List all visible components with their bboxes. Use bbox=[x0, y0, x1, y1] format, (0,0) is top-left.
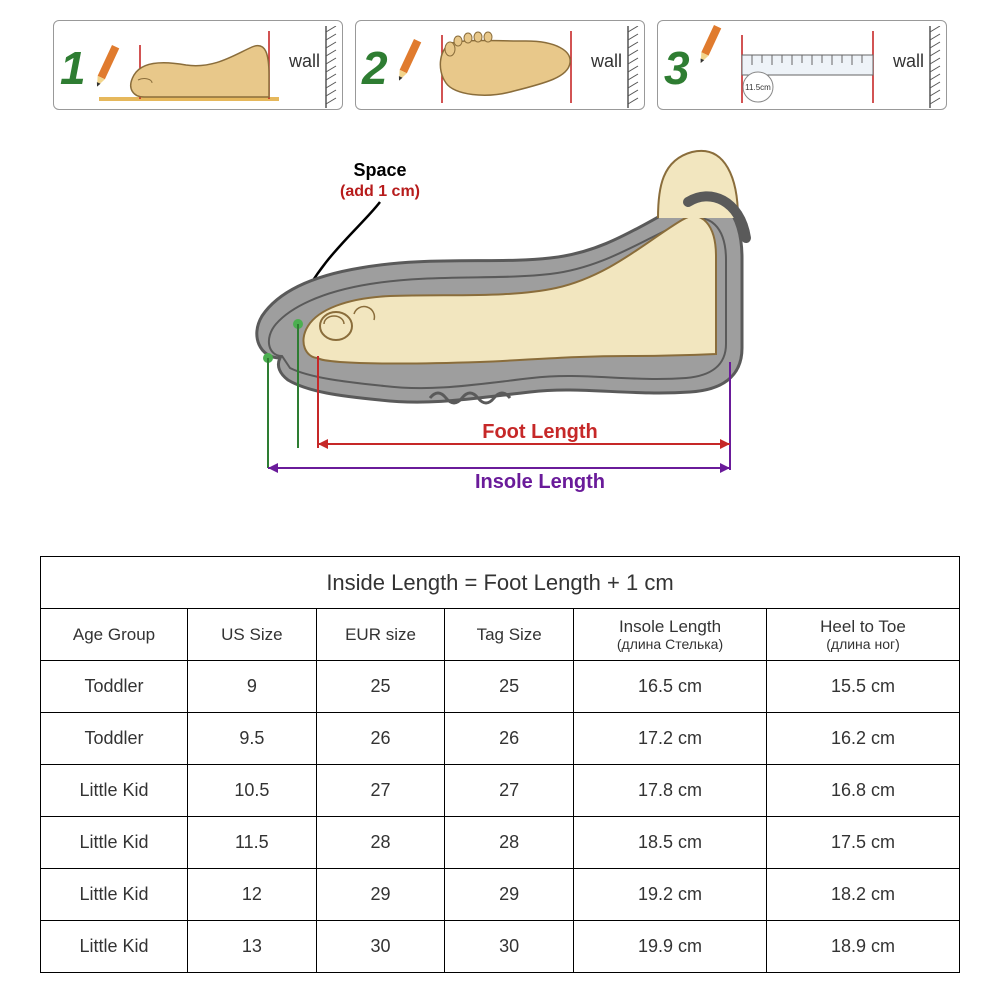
table-cell: 11.5 bbox=[188, 817, 317, 869]
step-2-wall-label: wall bbox=[591, 51, 622, 72]
table-cell: 18.2 cm bbox=[766, 869, 959, 921]
step-3-illustration: 11.5cm bbox=[698, 25, 888, 107]
table-header-cell: US Size bbox=[188, 609, 317, 661]
table-cell: 30 bbox=[316, 921, 445, 973]
step-3-number: 3 bbox=[664, 41, 690, 95]
table-cell: Toddler bbox=[41, 713, 188, 765]
table-cell: 28 bbox=[316, 817, 445, 869]
table-row: Little Kid11.5282818.5 cm17.5 cm bbox=[41, 817, 960, 869]
table-cell: 16.2 cm bbox=[766, 713, 959, 765]
step-2-illustration bbox=[396, 25, 586, 107]
table-cell: Toddler bbox=[41, 661, 188, 713]
table-cell: Little Kid bbox=[41, 817, 188, 869]
table-cell: 30 bbox=[445, 921, 574, 973]
svg-text:11.5cm: 11.5cm bbox=[745, 83, 771, 92]
table-cell: 29 bbox=[316, 869, 445, 921]
table-cell: 16.5 cm bbox=[574, 661, 767, 713]
wall-hatch-icon bbox=[324, 26, 338, 108]
table-title-row: Inside Length = Foot Length + 1 cm bbox=[41, 557, 960, 609]
svg-text:(add 1 cm): (add 1 cm) bbox=[340, 183, 420, 200]
step-1-number: 1 bbox=[60, 41, 86, 95]
table-cell: 9 bbox=[188, 661, 317, 713]
table-title: Inside Length = Foot Length + 1 cm bbox=[41, 557, 960, 609]
table-cell: 13 bbox=[188, 921, 317, 973]
step-3-wall-label: wall bbox=[893, 51, 924, 72]
table-cell: 12 bbox=[188, 869, 317, 921]
svg-text:Foot Length: Foot Length bbox=[482, 421, 598, 443]
table-header-cell: EUR size bbox=[316, 609, 445, 661]
wall-hatch-icon bbox=[928, 26, 942, 108]
table-cell: 29 bbox=[445, 869, 574, 921]
shoe-diagram-svg: Space (add 1 cm) bbox=[190, 148, 810, 518]
step-1-illustration bbox=[94, 25, 284, 107]
table-cell: 19.9 cm bbox=[574, 921, 767, 973]
table-cell: 19.2 cm bbox=[574, 869, 767, 921]
table-header-row: Age GroupUS SizeEUR sizeTag SizeInsole L… bbox=[41, 609, 960, 661]
table-row: Little Kid13303019.9 cm18.9 cm bbox=[41, 921, 960, 973]
table-cell: 25 bbox=[316, 661, 445, 713]
table-header-cell: Tag Size bbox=[445, 609, 574, 661]
table-cell: 27 bbox=[445, 765, 574, 817]
table-cell: 26 bbox=[445, 713, 574, 765]
table-cell: 18.5 cm bbox=[574, 817, 767, 869]
table-cell: 17.2 cm bbox=[574, 713, 767, 765]
table-cell: Little Kid bbox=[41, 921, 188, 973]
table-cell: 10.5 bbox=[188, 765, 317, 817]
table-cell: 27 bbox=[316, 765, 445, 817]
table-cell: 17.8 cm bbox=[574, 765, 767, 817]
table-row: Little Kid10.5272717.8 cm16.8 cm bbox=[41, 765, 960, 817]
measurement-steps-row: 1 wall bbox=[30, 20, 970, 110]
table-header-cell: Age Group bbox=[41, 609, 188, 661]
step-1: 1 wall bbox=[53, 20, 343, 110]
wall-hatch-icon bbox=[626, 26, 640, 108]
table-cell: 16.8 cm bbox=[766, 765, 959, 817]
table-cell: 17.5 cm bbox=[766, 817, 959, 869]
step-2-number: 2 bbox=[362, 41, 388, 95]
table-cell: 18.9 cm bbox=[766, 921, 959, 973]
table-cell: Little Kid bbox=[41, 869, 188, 921]
svg-text:Space: Space bbox=[353, 160, 406, 180]
table-cell: Little Kid bbox=[41, 765, 188, 817]
step-2: 2 wall bbox=[355, 20, 645, 110]
table-header-cell: Heel to Toe(длина ног) bbox=[766, 609, 959, 661]
shoe-diagram: Space (add 1 cm) bbox=[30, 138, 970, 528]
table-cell: 26 bbox=[316, 713, 445, 765]
table-header-cell: Insole Length(длина Стелька) bbox=[574, 609, 767, 661]
table-row: Toddler9252516.5 cm15.5 cm bbox=[41, 661, 960, 713]
step-3: 3 11.5cm wall bbox=[657, 20, 947, 110]
table-row: Toddler9.5262617.2 cm16.2 cm bbox=[41, 713, 960, 765]
svg-text:Insole Length: Insole Length bbox=[475, 471, 605, 493]
table-cell: 9.5 bbox=[188, 713, 317, 765]
step-1-wall-label: wall bbox=[289, 51, 320, 72]
table-cell: 15.5 cm bbox=[766, 661, 959, 713]
size-chart-table: Inside Length = Foot Length + 1 cm Age G… bbox=[40, 556, 960, 973]
table-cell: 25 bbox=[445, 661, 574, 713]
table-cell: 28 bbox=[445, 817, 574, 869]
table-row: Little Kid12292919.2 cm18.2 cm bbox=[41, 869, 960, 921]
